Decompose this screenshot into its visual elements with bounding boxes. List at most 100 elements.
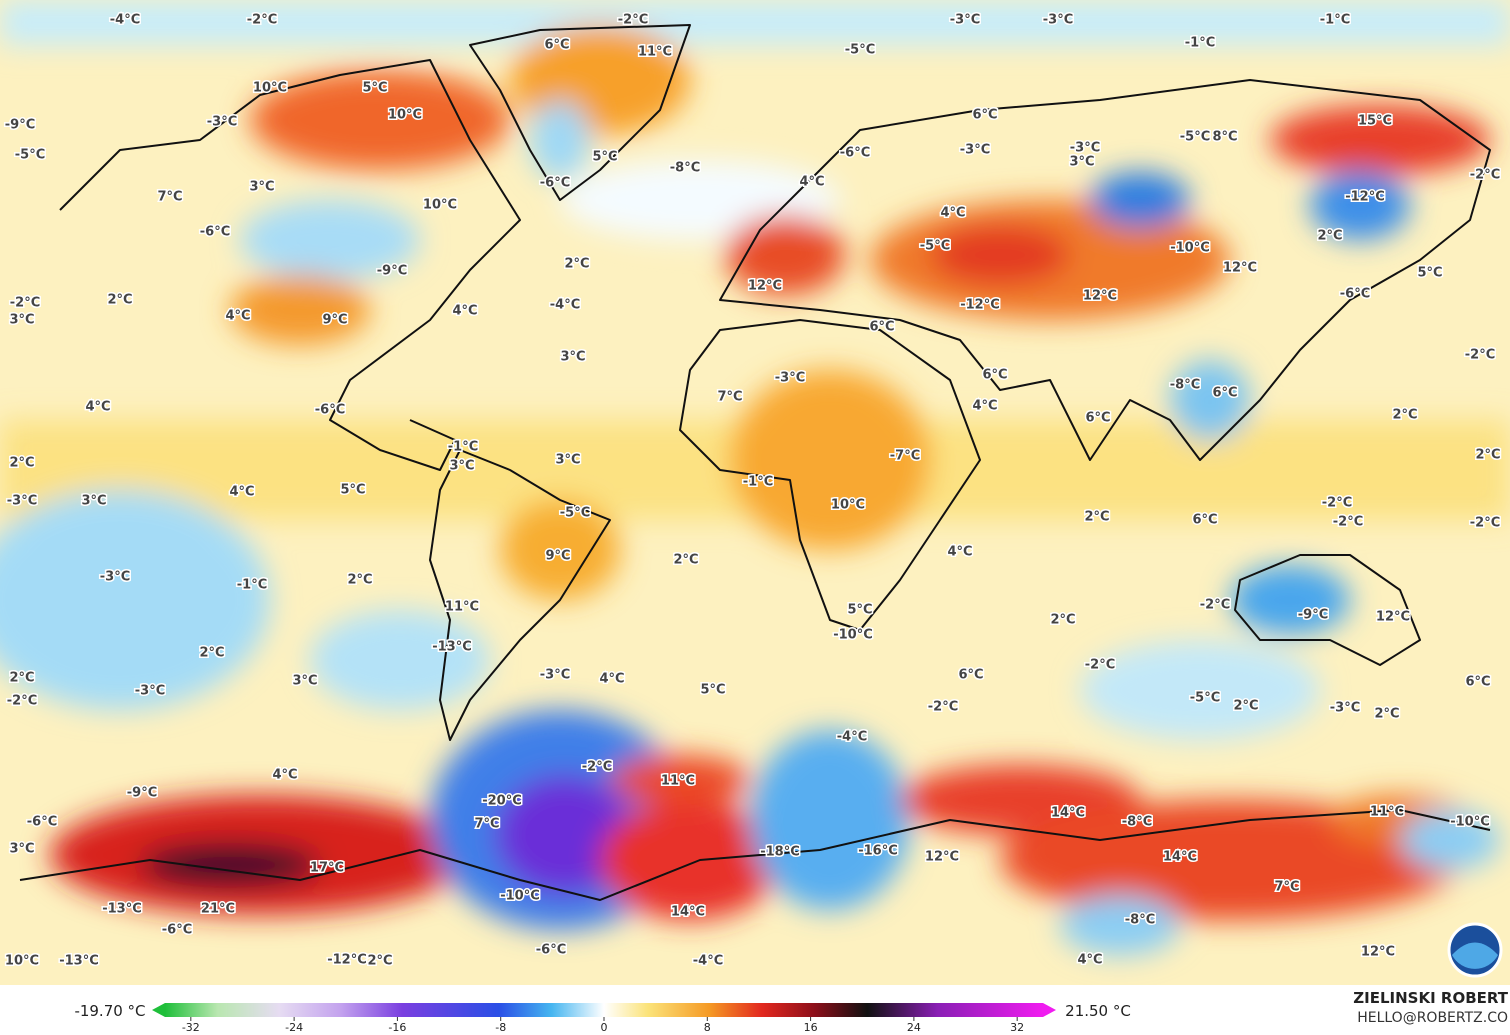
colorbar-tick-label: 0 — [601, 1021, 608, 1034]
temperature-label: -6°C — [315, 403, 345, 418]
temperature-label: -6°C — [162, 923, 192, 938]
temperature-label: -9°C — [127, 786, 157, 801]
temperature-label: 11°C — [661, 774, 695, 789]
temperature-label: 12°C — [1361, 945, 1395, 960]
noaa-logo — [1447, 922, 1503, 978]
temperature-label: 7°C — [474, 817, 499, 832]
temperature-label: 2°C — [9, 671, 34, 686]
temperature-label: -18°C — [760, 845, 800, 860]
temperature-label: 3°C — [249, 180, 274, 195]
temperature-label: 4°C — [799, 175, 824, 190]
temperature-label: 9°C — [322, 313, 347, 328]
temperature-label: 2°C — [1317, 229, 1342, 244]
map-background — [0, 0, 1510, 985]
temperature-label: -2°C — [7, 694, 37, 709]
temperature-label: -6°C — [1340, 287, 1370, 302]
temperature-label: -10°C — [833, 628, 873, 643]
temperature-label: -5°C — [1180, 130, 1210, 145]
temperature-label: -6°C — [540, 176, 570, 191]
temperature-label: 4°C — [940, 206, 965, 221]
temperature-label: -5°C — [920, 239, 950, 254]
temperature-label: 3°C — [555, 453, 580, 468]
temperature-label: 5°C — [847, 603, 872, 618]
colorbar-tick-label: -8 — [495, 1021, 506, 1034]
temperature-label: -1°C — [237, 578, 267, 593]
temperature-label: 5°C — [1417, 266, 1442, 281]
temperature-label: 12°C — [748, 279, 782, 294]
temperature-label: 4°C — [947, 545, 972, 560]
temperature-label: -5°C — [1190, 691, 1220, 706]
temperature-label: -16°C — [858, 844, 898, 859]
colorbar-min-label: -19.70 °C — [74, 1002, 145, 1020]
temperature-label: -8°C — [670, 161, 700, 176]
temperature-label: 17°C — [310, 861, 344, 876]
temperature-label: -3°C — [1070, 141, 1100, 156]
colorbar-tick-label: 8 — [704, 1021, 711, 1034]
temperature-label: 11°C — [445, 600, 479, 615]
temperature-label: -3°C — [7, 494, 37, 509]
temperature-label: -9°C — [377, 264, 407, 279]
temperature-label: 4°C — [272, 768, 297, 783]
temperature-label: 10°C — [388, 108, 422, 123]
temperature-label: 4°C — [452, 304, 477, 319]
temperature-label: 4°C — [229, 485, 254, 500]
temperature-label: 4°C — [1077, 953, 1102, 968]
colorbar-max-arrow — [1043, 1003, 1056, 1017]
temperature-label: 10°C — [253, 81, 287, 96]
temperature-label: 21°C — [201, 902, 235, 917]
temperature-label: -2°C — [1200, 598, 1230, 613]
temperature-label: 6°C — [544, 38, 569, 53]
temperature-label: 3°C — [81, 494, 106, 509]
colorbar-tick-label: 24 — [907, 1021, 921, 1034]
temperature-label: 3°C — [9, 842, 34, 857]
temperature-label: 4°C — [599, 672, 624, 687]
temperature-label: 2°C — [1475, 448, 1500, 463]
temperature-label: 9°C — [545, 549, 570, 564]
colorbar-tick-label: -24 — [285, 1021, 303, 1034]
temperature-label: -8°C — [1125, 913, 1155, 928]
temperature-label: -2°C — [1465, 348, 1495, 363]
temperature-label: 6°C — [972, 108, 997, 123]
temperature-label: -13°C — [102, 902, 142, 917]
temperature-label: -12°C — [327, 953, 367, 968]
temperature-label: 2°C — [1084, 510, 1109, 525]
temperature-label: -9°C — [1298, 608, 1328, 623]
colorbar-tick-label: 16 — [804, 1021, 818, 1034]
temperature-label: 3°C — [9, 313, 34, 328]
temperature-label: -4°C — [550, 298, 580, 313]
temperature-label: 12°C — [1376, 610, 1410, 625]
temperature-label: 4°C — [225, 309, 250, 324]
temperature-label: -2°C — [928, 700, 958, 715]
temperature-label: 5°C — [340, 483, 365, 498]
temperature-label: 6°C — [982, 368, 1007, 383]
colorbar-tick-label: -16 — [388, 1021, 406, 1034]
temperature-label: 6°C — [1192, 513, 1217, 528]
temperature-label: -5°C — [845, 43, 875, 58]
temperature-label: -2°C — [1333, 515, 1363, 530]
temperature-label: 2°C — [673, 553, 698, 568]
temperature-label: -20°C — [482, 794, 522, 809]
temperature-label: 3°C — [560, 350, 585, 365]
colorbar-tick-label: -32 — [182, 1021, 200, 1034]
temperature-label: -4°C — [837, 730, 867, 745]
temperature-label: -1°C — [1185, 36, 1215, 51]
temperature-label: -3°C — [100, 570, 130, 585]
temperature-label: -5°C — [560, 506, 590, 521]
temperature-label: 2°C — [9, 456, 34, 471]
temperature-label: -1°C — [1320, 13, 1350, 28]
temperature-label: 5°C — [362, 81, 387, 96]
temperature-label: 7°C — [1274, 880, 1299, 895]
temperature-label: -3°C — [540, 668, 570, 683]
temperature-label: 6°C — [869, 320, 894, 335]
temperature-label: -7°C — [890, 449, 920, 464]
temperature-label: -8°C — [1170, 378, 1200, 393]
temperature-label: -6°C — [840, 146, 870, 161]
temperature-label: 6°C — [1085, 411, 1110, 426]
temperature-label: -3°C — [135, 684, 165, 699]
temperature-label: 8°C — [1212, 130, 1237, 145]
temperature-label: 12°C — [1083, 289, 1117, 304]
temperature-label: 7°C — [717, 390, 742, 405]
temperature-label: -10°C — [1450, 815, 1490, 830]
temperature-label: 7°C — [157, 190, 182, 205]
temperature-label: 3°C — [1069, 155, 1094, 170]
